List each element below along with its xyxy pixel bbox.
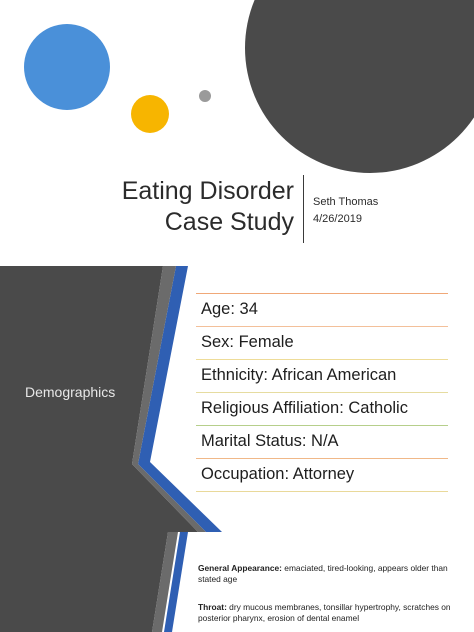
grey-dot	[199, 90, 211, 102]
author-name: Seth Thomas	[313, 196, 379, 208]
list-item-occupation: Occupation: Attorney	[196, 459, 448, 492]
list-item-age: Age: 34	[196, 294, 448, 327]
row-divider	[196, 425, 448, 426]
list-item-text: Sex: Female	[201, 333, 294, 351]
title-slide: Eating Disorder Case Study Seth Thomas 4…	[0, 0, 474, 266]
list-item-text: Occupation: Attorney	[201, 465, 355, 483]
list-item-text: Marital Status: N/A	[201, 432, 339, 450]
row-divider	[196, 326, 448, 327]
list-item-marital-status: Marital Status: N/A	[196, 426, 448, 459]
presentation-date: 4/26/2019	[313, 213, 362, 225]
note-general-appearance: General Appearance: emaciated, tired-loo…	[198, 563, 470, 585]
section-panel-shape	[0, 532, 188, 632]
title-line-1: Eating Disorder	[121, 177, 294, 205]
demographics-slide: Demographics	[0, 266, 474, 532]
row-divider	[196, 359, 448, 360]
title-divider	[303, 175, 304, 243]
presentation-title: Eating Disorder Case Study	[122, 176, 294, 238]
note-separator: :	[279, 563, 282, 573]
grey-chevron	[132, 266, 206, 532]
row-divider	[196, 392, 448, 393]
list-item-text: Age: 34	[201, 300, 258, 318]
note-label: General Appearance	[198, 563, 280, 573]
section-title: Demographics	[25, 384, 116, 400]
demographics-list: Age: 34 Sex: Female Ethnicity: African A…	[196, 293, 448, 492]
list-item-text: Ethnicity: African American	[201, 366, 397, 384]
note-label: Throat	[198, 602, 225, 612]
blue-circle	[24, 24, 110, 110]
blue-chevron	[138, 266, 222, 532]
dark-panel	[0, 532, 168, 632]
title-line-2: Case Study	[164, 208, 294, 236]
grey-chevron	[152, 532, 178, 632]
blue-chevron	[164, 532, 188, 632]
section-panel-shape	[0, 266, 222, 532]
list-item-sex: Sex: Female	[196, 327, 448, 360]
list-top-rule	[196, 293, 448, 294]
note-throat: Throat: dry mucous membranes, tonsillar …	[198, 602, 470, 624]
author-block: Seth Thomas 4/26/2019	[313, 194, 378, 228]
row-divider	[196, 458, 448, 459]
decorative-shapes	[24, 0, 474, 173]
note-text: emaciated, tired-looking, appears older …	[198, 563, 448, 584]
note-separator: :	[224, 602, 227, 612]
dark-panel	[0, 266, 198, 532]
yellow-circle	[131, 95, 169, 133]
note-text: dry mucous membranes, tonsillar hypertro…	[198, 602, 451, 623]
large-dark-circle	[245, 0, 474, 173]
exam-findings-slide: General Appearance: emaciated, tired-loo…	[0, 532, 474, 632]
row-divider	[196, 491, 448, 492]
list-item-text: Religious Affiliation: Catholic	[201, 399, 408, 417]
list-item-ethnicity: Ethnicity: African American	[196, 360, 448, 393]
list-item-religion: Religious Affiliation: Catholic	[196, 393, 448, 426]
